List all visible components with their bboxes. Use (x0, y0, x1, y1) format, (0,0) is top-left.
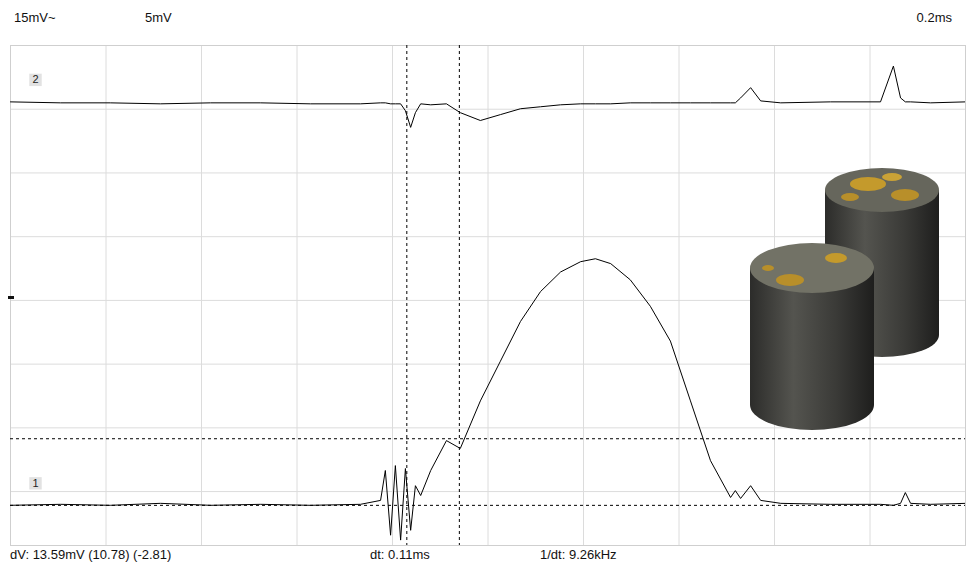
html-text:5mV: 5mV (145, 10, 172, 25)
html-text:0.2ms: 0.2ms (916, 10, 952, 25)
html-text:1/dt: 9.26kHz: 1/dt: 9.26kHz (540, 547, 617, 562)
html-text:dV: 13.59mV (10.78) (-2.81): dV: 13.59mV (10.78) (-2.81) (10, 547, 172, 562)
svg-text:1: 1 (32, 477, 38, 489)
svg-text:2: 2 (32, 73, 38, 85)
html-text:15mV~: 15mV~ (14, 10, 56, 25)
html-text:dt: 0.11ms: dt: 0.11ms (370, 547, 430, 562)
